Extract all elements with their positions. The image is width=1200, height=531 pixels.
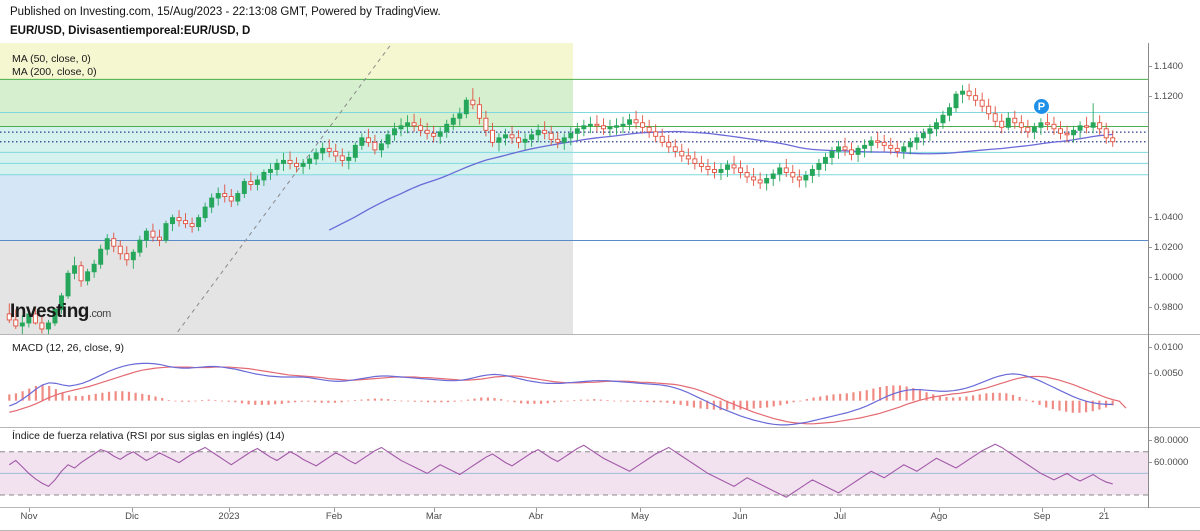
time-tick-mark [840, 508, 841, 512]
rsi-chart-svg [0, 443, 1148, 498]
time-tick-label: Nov [20, 511, 38, 522]
time-tick-label: Jun [732, 511, 748, 522]
time-axis[interactable]: Nov Dic 2023 Feb Mar Abr May Jun Jul Ago Sep 21 [0, 508, 1200, 531]
time-tick-mark [1042, 508, 1043, 512]
time-tick-mark [229, 508, 230, 512]
time-tick-label: Feb [325, 511, 343, 522]
macd-tick: 0.0100 [1148, 342, 1200, 353]
price-axis[interactable]: 1.14001.12001.04001.02001.00000.98001.10… [1148, 43, 1200, 335]
divider-macd [0, 334, 1200, 335]
rsi-tick: 60.0000 [1148, 457, 1200, 468]
price-tick: 1.0000 [1148, 272, 1200, 283]
time-tick-label: 21 [1098, 511, 1110, 522]
p-marker-badge[interactable]: P [1032, 98, 1050, 116]
ma200-legend: MA (200, close, 0) [12, 66, 97, 78]
macd-tick: 0.0050 [1148, 368, 1200, 379]
investing-logo: Investing.com [10, 301, 111, 322]
time-tick-label: Dic [125, 511, 139, 522]
symbol-title: EUR/USD, Divisasentiemporeal:EUR/USD, D [10, 25, 251, 37]
time-tick-mark [536, 508, 537, 512]
macd-pane[interactable]: MACD (12, 26, close, 9) 0.01000.0050-0.0… [0, 335, 1200, 428]
time-tick-label: Abr [528, 511, 544, 522]
price-plot-area[interactable] [0, 43, 1148, 335]
time-tick-mark [434, 508, 435, 512]
ma50-legend: MA (50, close, 0) [12, 53, 91, 65]
time-tick-label: Jul [833, 511, 847, 522]
time-tick-label: May [631, 511, 649, 522]
price-pane[interactable]: Investing.com MA (50, close, 0) MA (200,… [0, 43, 1200, 335]
time-tick-mark [939, 508, 940, 512]
price-tick: 0.9800 [1148, 302, 1200, 313]
rsi-plot-area[interactable] [0, 428, 1148, 508]
time-tick-mark [1104, 508, 1105, 512]
time-tick-mark [334, 508, 335, 512]
price-tick: 1.0400 [1148, 212, 1200, 223]
divider-time [0, 507, 1200, 508]
rsi-pane[interactable]: Índice de fuerza relativa (RSI por sus s… [0, 428, 1200, 508]
price-tick: 1.0200 [1148, 242, 1200, 253]
price-axis-separator [1148, 43, 1149, 508]
price-tick: 1.1200 [1148, 91, 1200, 102]
price-chart-svg [0, 43, 1148, 335]
time-tick-label: 2023 [218, 511, 240, 522]
time-tick-label: Mar [425, 511, 443, 522]
macd-legend: MACD (12, 26, close, 9) [12, 342, 125, 354]
published-caption: Published on Investing.com, 15/Aug/2023 … [10, 6, 441, 18]
macd-plot-area[interactable] [0, 335, 1148, 428]
rsi-tick: 80.0000 [1148, 435, 1200, 446]
time-tick-mark [29, 508, 30, 512]
time-tick-mark [740, 508, 741, 512]
macd-chart-svg [0, 362, 1148, 428]
time-tick-mark [132, 508, 133, 512]
time-tick-mark [640, 508, 641, 512]
divider-rsi [0, 427, 1200, 428]
price-tick: 1.1400 [1148, 61, 1200, 72]
time-tick-label: Ago [930, 511, 948, 522]
rsi-legend: Índice de fuerza relativa (RSI por sus s… [12, 430, 285, 442]
time-tick-label: Sep [1033, 511, 1051, 522]
